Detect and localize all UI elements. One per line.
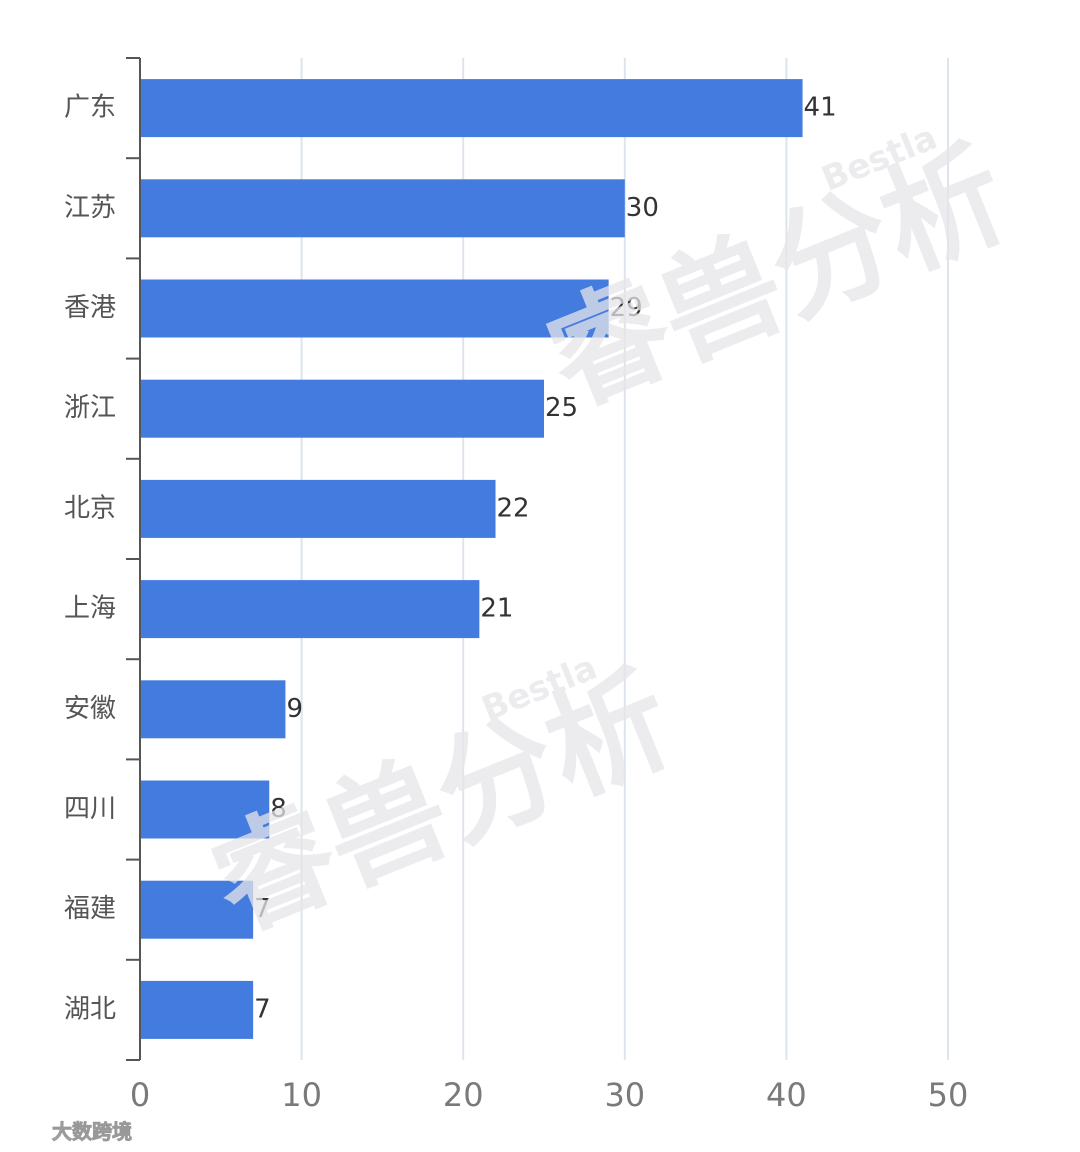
x-tick-label: 50 <box>928 1076 969 1114</box>
y-tick-label: 广东 <box>64 93 116 123</box>
bar <box>140 680 286 739</box>
y-tick-label: 北京 <box>64 493 116 523</box>
watermark-name: 睿兽分析 <box>529 123 1026 432</box>
value-label: 29 <box>610 293 643 323</box>
bar <box>140 279 609 338</box>
value-label: 41 <box>804 93 837 123</box>
value-label: 9 <box>286 694 303 724</box>
bar <box>140 479 496 538</box>
bar <box>140 179 625 238</box>
y-tick-label: 江苏 <box>64 193 116 223</box>
value-label: 7 <box>254 894 271 924</box>
value-label: 8 <box>270 794 287 824</box>
y-tick-label: 香港 <box>64 293 116 323</box>
bar <box>140 79 803 138</box>
y-tick-label: 上海 <box>64 594 116 624</box>
y-tick-label: 福建 <box>64 894 116 924</box>
value-label: 7 <box>254 994 271 1024</box>
value-label: 30 <box>626 193 659 223</box>
x-tick-label: 30 <box>604 1076 645 1114</box>
bar <box>140 580 480 639</box>
value-label: 22 <box>497 493 530 523</box>
x-tick-label: 10 <box>281 1076 322 1114</box>
bar <box>140 980 254 1039</box>
bar <box>140 780 270 839</box>
bar <box>140 880 254 939</box>
y-tick-label: 四川 <box>64 794 116 824</box>
y-tick-label: 湖北 <box>64 994 116 1024</box>
y-tick-label: 浙江 <box>64 393 116 423</box>
y-tick-label: 安徽 <box>64 694 116 724</box>
value-label: 25 <box>545 393 578 423</box>
x-tick-label: 40 <box>766 1076 807 1114</box>
x-tick-label: 0 <box>130 1076 150 1114</box>
bars: 41 30 29 25 22 21 9 8 7 7 <box>140 79 837 1039</box>
bar <box>140 379 544 438</box>
x-tick-label: 20 <box>443 1076 484 1114</box>
footer: 大数跨境 <box>52 1120 132 1144</box>
value-label: 21 <box>480 594 513 624</box>
